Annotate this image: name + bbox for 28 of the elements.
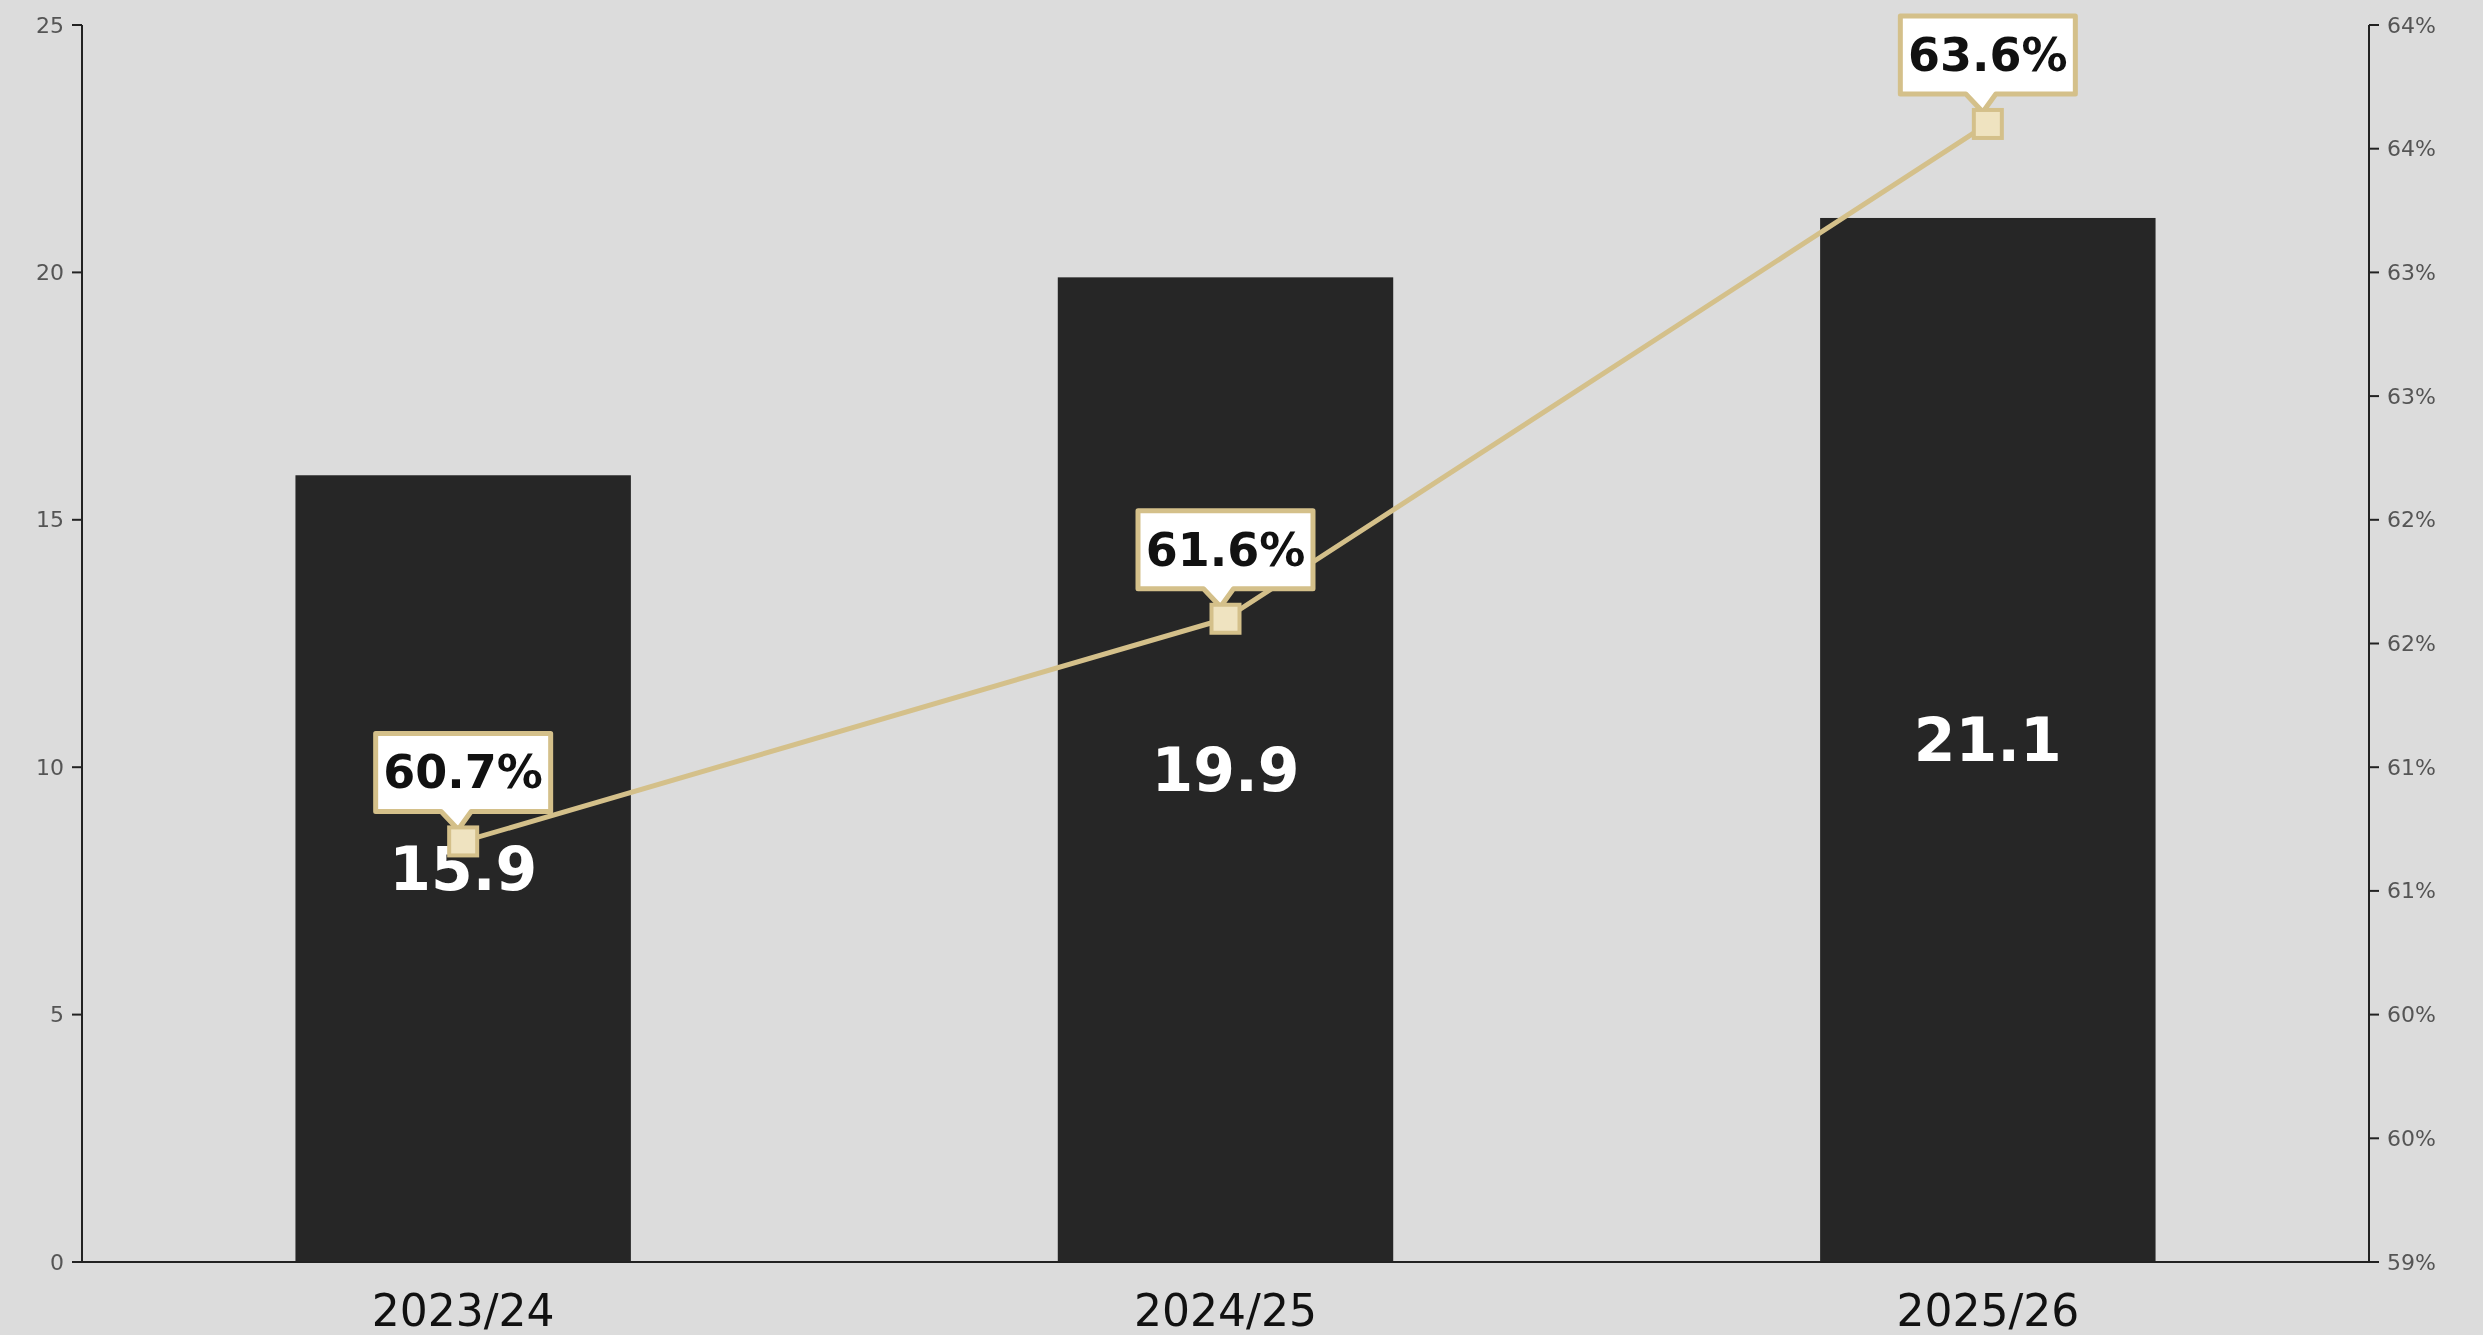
x-tick-label: 2023/24 — [371, 1284, 555, 1335]
y2-tick-label: 59% — [2387, 1249, 2436, 1275]
data-label: 60.7% — [383, 745, 543, 800]
data-label: 15.9 — [389, 833, 538, 904]
y2-tick-label: 62% — [2387, 631, 2436, 656]
y2-tick-label: 63% — [2387, 383, 2436, 409]
point — [1209, 602, 1242, 635]
y2-tick-label: 60% — [2387, 1002, 2436, 1028]
y2-tick-label: 62% — [2387, 507, 2436, 533]
y-tick-label: 0 — [50, 1249, 64, 1275]
x-tick-label: 2025/26 — [1896, 1284, 2080, 1335]
y2-tick-label: 64% — [2387, 12, 2436, 38]
y2-tick-label: 64% — [2387, 136, 2436, 162]
data-label: 19.9 — [1151, 734, 1300, 805]
y-tick-label: 10 — [36, 754, 64, 780]
y-tick-label: 15 — [36, 507, 64, 533]
data-label: 61.6% — [1145, 522, 1306, 577]
point — [1971, 107, 2004, 140]
x-tick-label: 2024/25 — [1134, 1284, 1317, 1335]
y-tick-label: 25 — [36, 12, 64, 38]
y2-tick-label: 61% — [2387, 878, 2436, 904]
y-tick-label: 20 — [36, 259, 64, 285]
y2-tick-label: 60% — [2387, 1125, 2436, 1151]
data-label: 21.1 — [1913, 704, 2062, 775]
data-label: 63.6% — [1908, 27, 2068, 82]
y2-tick-label: 61% — [2387, 754, 2436, 780]
y2-tick-label: 63% — [2387, 259, 2436, 285]
y-tick-label: 5 — [50, 1002, 64, 1028]
